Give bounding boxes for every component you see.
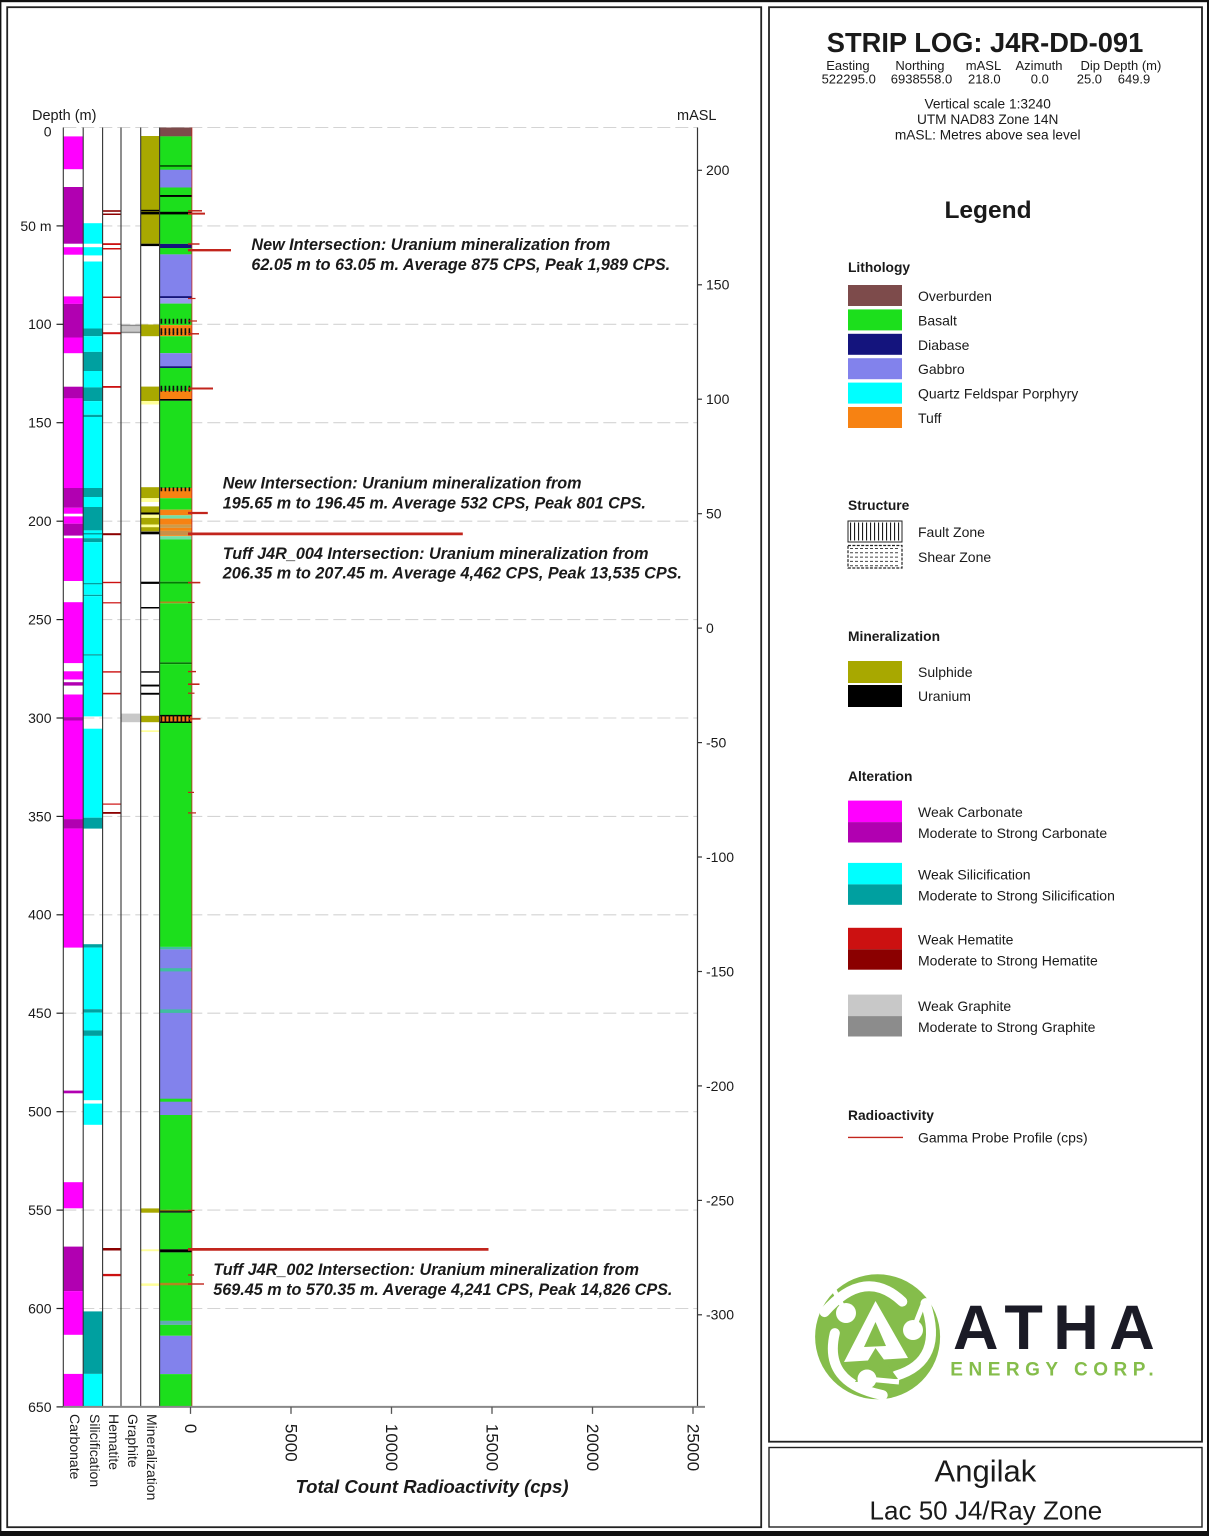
svg-text:Lithology: Lithology: [848, 260, 910, 275]
svg-text:-300: -300: [706, 1307, 734, 1323]
svg-text:100: 100: [28, 316, 52, 332]
svg-text:5000: 5000: [282, 1424, 301, 1462]
svg-text:Overburden: Overburden: [918, 288, 992, 304]
svg-text:Weak Hematite: Weak Hematite: [918, 931, 1014, 947]
svg-text:-100: -100: [706, 849, 734, 865]
svg-text:New Intersection: Uranium mine: New Intersection: Uranium mineralization…: [251, 236, 610, 254]
svg-text:Graphite: Graphite: [125, 1414, 141, 1468]
svg-text:Gabbro: Gabbro: [918, 361, 965, 377]
svg-text:62.05 m to 63.05 m. Average 87: 62.05 m to 63.05 m. Average 875 CPS, Pea…: [251, 256, 670, 274]
svg-text:Silicification: Silicification: [87, 1414, 103, 1487]
svg-text:200: 200: [706, 162, 730, 178]
svg-text:Total Count Radioactivity (cps: Total Count Radioactivity (cps): [295, 1476, 568, 1497]
svg-text:Weak Carbonate: Weak Carbonate: [918, 804, 1023, 820]
svg-text:Vertical scale 1:3240: Vertical scale 1:3240: [925, 97, 1052, 112]
svg-text:Basalt: Basalt: [918, 312, 957, 328]
svg-text:150: 150: [706, 277, 730, 293]
svg-text:550: 550: [28, 1202, 52, 1218]
svg-text:0: 0: [44, 123, 52, 139]
svg-text:150: 150: [28, 415, 52, 431]
svg-text:Azimuth: Azimuth: [1016, 58, 1063, 73]
svg-text:mASL: mASL: [966, 58, 1001, 73]
svg-text:Carbonate: Carbonate: [67, 1414, 83, 1480]
svg-text:0: 0: [706, 620, 714, 636]
svg-text:450: 450: [28, 1005, 52, 1021]
svg-text:Hematite: Hematite: [106, 1414, 122, 1470]
svg-text:Easting: Easting: [826, 58, 869, 73]
svg-text:Sulphide: Sulphide: [918, 664, 973, 680]
svg-text:Mineralization: Mineralization: [848, 629, 940, 644]
svg-text:206.35 m to 207.45 m. Average: 206.35 m to 207.45 m. Average 4,462 CPS,…: [222, 565, 682, 583]
svg-text:569.45 m to 570.35 m. Average: 569.45 m to 570.35 m. Average 4,241 CPS,…: [213, 1281, 672, 1299]
svg-text:522295.0: 522295.0: [822, 72, 876, 87]
svg-text:-150: -150: [706, 963, 734, 979]
svg-text:Tuff J4R_004 Intersection: Ura: Tuff J4R_004 Intersection: Uranium miner…: [223, 545, 649, 563]
svg-text:6938558.0: 6938558.0: [891, 72, 952, 87]
svg-text:Northing: Northing: [895, 58, 944, 73]
svg-text:300: 300: [28, 710, 52, 726]
svg-text:Gamma Probe Profile (cps): Gamma Probe Profile (cps): [918, 1130, 1088, 1146]
svg-text:STRIP LOG: J4R-DD-091: STRIP LOG: J4R-DD-091: [827, 27, 1144, 58]
svg-text:mASL: mASL: [677, 108, 717, 124]
svg-text:mASL: Metres above sea level: mASL: Metres above sea level: [895, 128, 1081, 143]
svg-text:250: 250: [28, 612, 52, 628]
svg-text:0: 0: [181, 1424, 200, 1433]
svg-text:ENERGY CORP.: ENERGY CORP.: [950, 1360, 1159, 1381]
svg-text:-250: -250: [706, 1192, 734, 1208]
svg-text:15000: 15000: [483, 1424, 502, 1471]
svg-text:Radioactivity: Radioactivity: [848, 1108, 934, 1123]
svg-text:25.0: 25.0: [1077, 72, 1102, 87]
svg-text:Moderate to Strong Graphite: Moderate to Strong Graphite: [918, 1019, 1096, 1035]
svg-text:Lac 50 J4/Ray Zone: Lac 50 J4/Ray Zone: [870, 1496, 1103, 1526]
svg-text:Weak Silicification: Weak Silicification: [918, 866, 1031, 882]
svg-text:20000: 20000: [583, 1424, 602, 1471]
svg-text:195.65 m to 196.45 m. Average: 195.65 m to 196.45 m. Average 532 CPS, P…: [223, 494, 646, 512]
svg-text:Alteration: Alteration: [848, 769, 912, 784]
svg-text:ATHA: ATHA: [953, 1293, 1165, 1363]
svg-text:Dip Depth (m): Dip Depth (m): [1080, 58, 1161, 73]
svg-text:50 m: 50 m: [20, 218, 51, 234]
svg-text:50: 50: [706, 506, 722, 522]
svg-text:Moderate to Strong Carbonate: Moderate to Strong Carbonate: [918, 825, 1107, 841]
svg-text:0.0: 0.0: [1031, 72, 1049, 87]
svg-text:Moderate to Strong Hematite: Moderate to Strong Hematite: [918, 952, 1098, 968]
svg-text:Angilak: Angilak: [935, 1453, 1037, 1488]
svg-text:500: 500: [28, 1104, 52, 1120]
svg-text:100: 100: [706, 391, 730, 407]
svg-text:Fault Zone: Fault Zone: [918, 524, 985, 540]
svg-text:10000: 10000: [382, 1424, 401, 1471]
svg-text:Structure: Structure: [848, 498, 910, 513]
svg-text:400: 400: [28, 907, 52, 923]
svg-text:-200: -200: [706, 1078, 734, 1094]
svg-text:350: 350: [28, 808, 52, 824]
svg-text:Weak Graphite: Weak Graphite: [918, 998, 1011, 1014]
svg-text:Mineralization: Mineralization: [144, 1414, 160, 1500]
svg-text:600: 600: [28, 1300, 52, 1316]
svg-text:Diabase: Diabase: [918, 337, 970, 353]
svg-text:649.9: 649.9: [1118, 72, 1151, 87]
svg-text:Legend: Legend: [944, 197, 1031, 224]
svg-text:Tuff J4R_002 Intersection: Ura: Tuff J4R_002 Intersection: Uranium miner…: [213, 1261, 639, 1279]
svg-text:Tuff: Tuff: [918, 410, 941, 426]
svg-text:Moderate to Strong Silicificat: Moderate to Strong Silicification: [918, 887, 1115, 903]
svg-text:UTM NAD83 Zone 14N: UTM NAD83 Zone 14N: [917, 112, 1059, 127]
svg-text:New Intersection: Uranium mine: New Intersection: Uranium mineralization…: [223, 475, 582, 493]
svg-text:650: 650: [28, 1399, 52, 1415]
svg-text:Depth (m): Depth (m): [32, 108, 96, 124]
svg-text:Quartz Feldspar Porphyry: Quartz Feldspar Porphyry: [918, 386, 1078, 402]
svg-text:25000: 25000: [684, 1424, 703, 1471]
svg-text:200: 200: [28, 513, 52, 529]
svg-text:-50: -50: [706, 735, 726, 751]
svg-text:Uranium: Uranium: [918, 688, 971, 704]
svg-text:218.0: 218.0: [968, 72, 1001, 87]
svg-text:Shear Zone: Shear Zone: [918, 549, 991, 565]
